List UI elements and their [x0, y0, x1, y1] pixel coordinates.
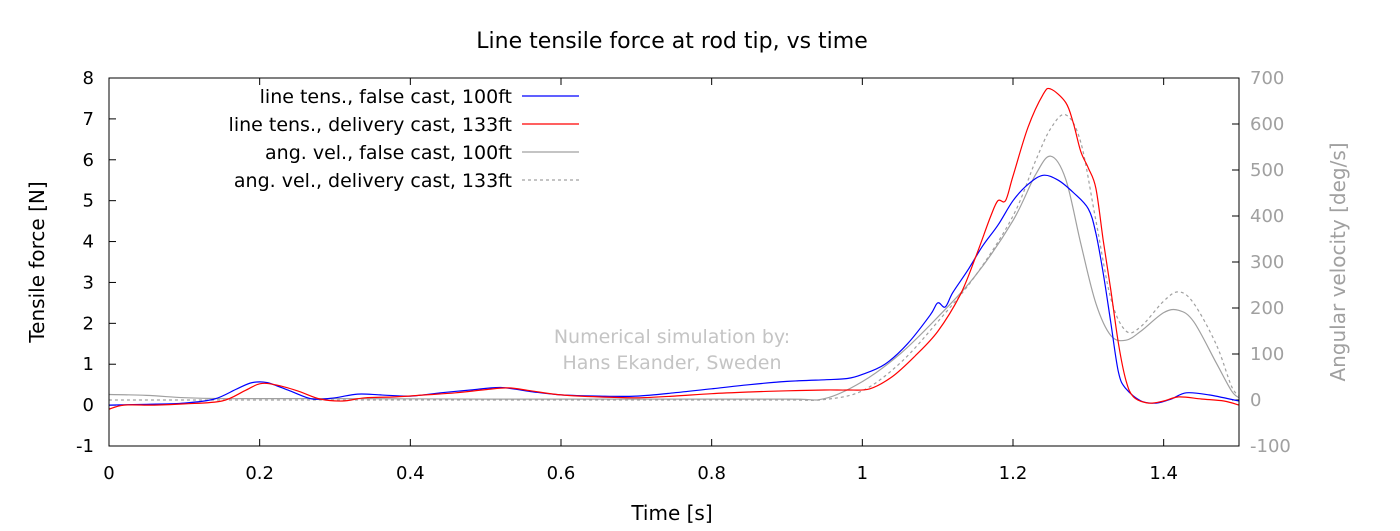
y-tick-label: 6 — [83, 150, 94, 171]
y2-tick-label: 400 — [1250, 206, 1284, 227]
plot-area — [109, 78, 1239, 446]
y2-tick-label: 600 — [1250, 114, 1284, 135]
y-tick-label: 5 — [83, 191, 94, 212]
legend-label: ang. vel., delivery cast, 133ft — [234, 170, 512, 192]
annotation-line-2: Hans Ekander, Sweden — [563, 352, 782, 374]
y2-tick-label: 500 — [1250, 160, 1284, 181]
y2-tick-label: 0 — [1250, 390, 1261, 411]
x-tick-label: 1 — [857, 463, 868, 484]
series-line-2 — [108, 87, 1240, 410]
series-line-1 — [108, 174, 1240, 406]
y2-tick-label: 100 — [1250, 344, 1284, 365]
legend-label: line tens., delivery cast, 133ft — [229, 114, 512, 136]
x-tick-label: 0.4 — [396, 463, 425, 484]
y-tick-label: 4 — [83, 232, 94, 253]
x-tick-label: 0.2 — [245, 463, 274, 484]
y2-axis-label: Angular velocity [deg/s] — [1326, 142, 1350, 381]
series-lines — [108, 87, 1240, 410]
x-tick-label: 0.8 — [697, 463, 726, 484]
y-tick-label: 0 — [83, 395, 94, 416]
y-tick-label: -1 — [76, 436, 94, 457]
y-tick-label: 8 — [83, 68, 94, 89]
x-tick-label: 0.6 — [547, 463, 576, 484]
y2-tick-label: -100 — [1250, 436, 1291, 457]
y2-tick-label: 200 — [1250, 298, 1284, 319]
chart-title: Line tensile force at rod tip, vs time — [476, 29, 868, 54]
y-axis-label: Tensile force [N] — [25, 181, 49, 343]
annotation-line-1: Numerical simulation by: — [554, 326, 790, 348]
x-tick-label: 0 — [103, 463, 114, 484]
x-tick-label: 1.4 — [1149, 463, 1178, 484]
plot-frame — [108, 77, 1240, 447]
y-tick-label: 2 — [83, 313, 94, 334]
x-axis-label: Time [s] — [630, 501, 712, 525]
y2-tick-label: 700 — [1250, 68, 1284, 89]
ticks: 0 0.2 0.4 0.6 0.8 1 1.2 1.4 -1 0 1 2 3 4 5 6 7 8 -100 0 100 2… — [76, 68, 1291, 484]
y-tick-label: 3 — [83, 272, 94, 293]
legend-label: line tens., false cast, 100ft — [260, 86, 512, 108]
y-tick-label: 7 — [83, 109, 94, 130]
x-tick-label: 1.2 — [999, 463, 1028, 484]
legend: line tens., false cast, 100ft line tens.,… — [229, 86, 579, 192]
y2-tick-label: 300 — [1250, 252, 1284, 273]
y-tick-label: 1 — [83, 354, 94, 375]
legend-label: ang. vel., false cast, 100ft — [265, 142, 512, 164]
